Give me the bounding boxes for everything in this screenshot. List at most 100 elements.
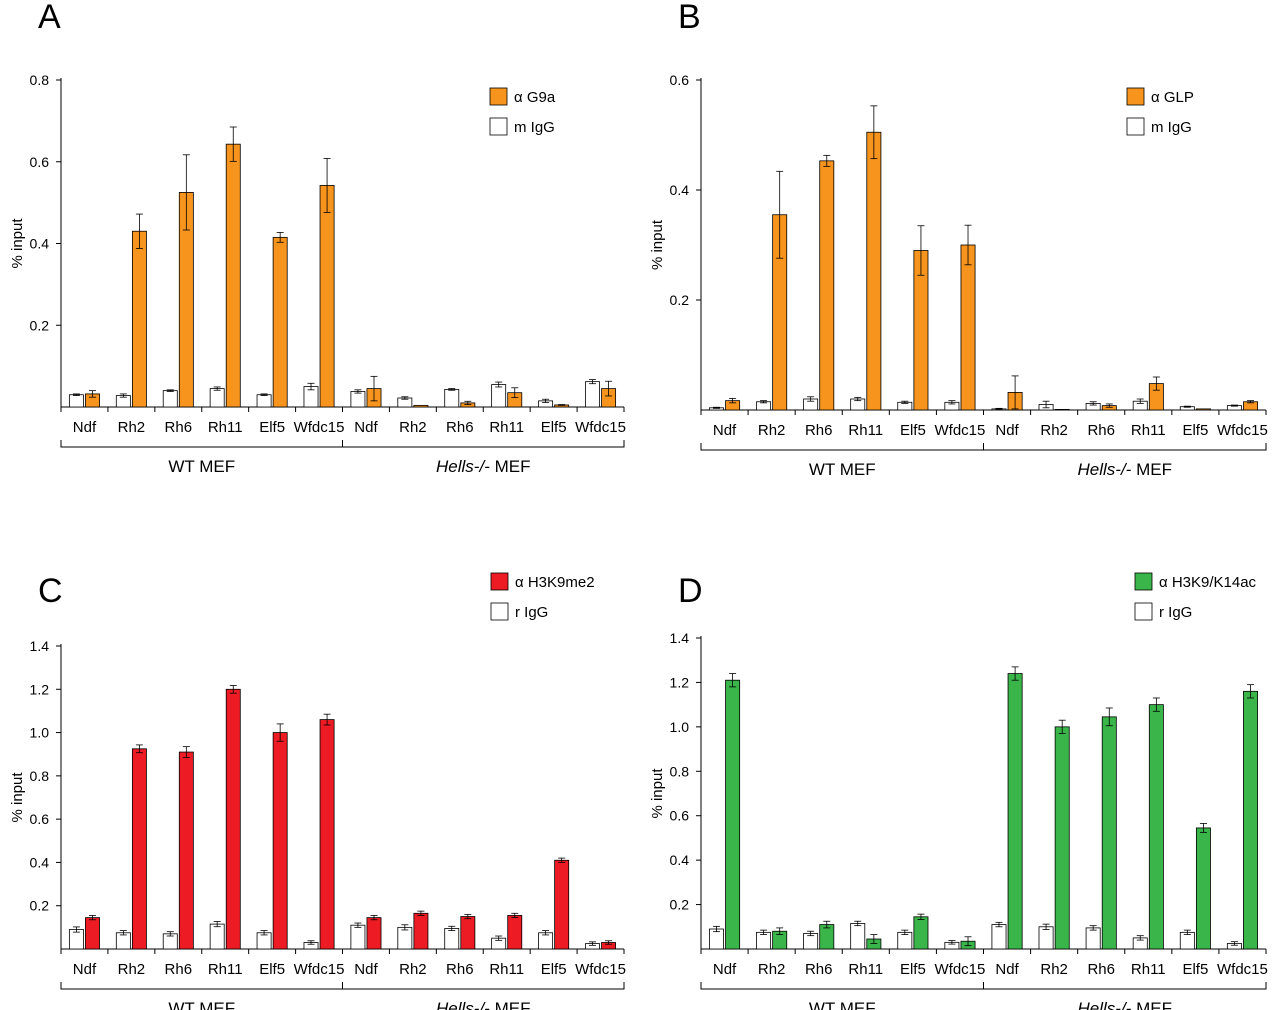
bar — [1148, 704, 1164, 950]
bar — [319, 185, 335, 408]
category-label: Ndf — [73, 961, 97, 978]
category-label: Rh11 — [208, 961, 243, 978]
legend-label: α GLP — [1151, 89, 1194, 106]
category-label: Elf5 — [900, 422, 926, 439]
y-tick-label: 0.6 — [30, 154, 50, 170]
category-label: Wfdc15 — [935, 422, 986, 439]
group-label-rest: MEF — [1131, 460, 1172, 479]
y-tick-label: 1.2 — [30, 681, 50, 697]
bar — [272, 732, 288, 950]
bar — [350, 924, 366, 950]
y-tick-label: 0.6 — [30, 811, 50, 827]
group-label: Hells-/- MEF — [436, 999, 530, 1010]
category-label: Rh6 — [1087, 422, 1115, 439]
category-label: Ndf — [995, 961, 1019, 978]
bar — [85, 917, 100, 950]
group-label: WT MEF — [168, 457, 235, 476]
group-label-rest: MEF — [1131, 999, 1172, 1010]
bar — [554, 859, 570, 950]
bar — [507, 915, 523, 950]
panel-d: D 0.2 0.4 0.6 0.8 1.0 1.2 1.4 % input Ndf Rh2 Rh6 Rh… — [649, 572, 1268, 1010]
bar — [1243, 690, 1258, 950]
group-bracket — [700, 443, 984, 451]
panel-letter: C — [38, 572, 63, 610]
group-label-italic: Hells-/- — [436, 457, 490, 476]
group-label: Hells-/- MEF — [436, 457, 530, 476]
category-label: Elf5 — [900, 961, 926, 978]
bar — [991, 924, 1007, 950]
bar — [413, 404, 429, 408]
y-tick-label: 1.0 — [30, 725, 50, 741]
bar — [68, 394, 84, 408]
y-tick-label: 0.2 — [30, 898, 50, 914]
bar — [819, 160, 835, 411]
category-label: Elf5 — [1182, 961, 1208, 978]
y-tick-label: 0.2 — [670, 897, 690, 913]
y-tick-label: 0.8 — [30, 72, 50, 88]
y-tick-label: 1.4 — [30, 638, 50, 654]
category-label: Rh11 — [489, 961, 524, 978]
bar — [209, 923, 225, 950]
category-label: Rh6 — [805, 961, 833, 978]
group-label-rest: MEF — [490, 999, 531, 1010]
bar — [1038, 926, 1054, 950]
category-label: Wfdc15 — [1217, 961, 1268, 978]
category-label: Ndf — [995, 422, 1019, 439]
group-label-italic: Hells-/- — [1078, 999, 1132, 1010]
group-label: WT MEF — [809, 999, 876, 1010]
bar — [413, 912, 429, 950]
panel-letter: B — [678, 0, 701, 36]
group-bracket — [60, 982, 343, 990]
legend-label: α H3K9/K14ac — [1159, 574, 1257, 591]
bar — [585, 381, 600, 408]
y-tick-label: 0.4 — [670, 182, 690, 198]
bar — [350, 391, 366, 408]
legend-swatch — [489, 117, 508, 136]
category-label: Rh2 — [758, 961, 786, 978]
category-label: Wfdc15 — [294, 419, 345, 436]
legend-swatch — [1126, 87, 1145, 106]
bar — [444, 389, 460, 408]
category-label: Ndf — [713, 961, 737, 978]
category-label: Ndf — [354, 961, 378, 978]
y-axis-label: % input — [9, 772, 26, 823]
category-label: Wfdc15 — [935, 961, 986, 978]
legend-label: r IgG — [515, 604, 548, 621]
y-tick-label: 0.6 — [670, 72, 690, 88]
y-tick-label: 0.4 — [30, 236, 50, 252]
category-label: Wfdc15 — [575, 961, 626, 978]
category-label: Wfdc15 — [294, 961, 345, 978]
bar — [1007, 673, 1023, 950]
bar — [178, 751, 194, 950]
panel-c: C 0.2 0.4 0.6 0.8 1.0 1.2 1.4 % input Ndf Rh2 Rh6 Rh… — [9, 572, 626, 1010]
category-label: Ndf — [73, 419, 97, 436]
legend-swatch — [490, 602, 509, 621]
legend-label: r IgG — [1159, 604, 1192, 621]
category-label: Wfdc15 — [1217, 422, 1268, 439]
bar — [1054, 408, 1070, 411]
group-label-italic: Hells-/- — [1078, 460, 1132, 479]
bar — [366, 917, 382, 950]
group-bracket — [60, 440, 343, 448]
legend-swatch — [489, 87, 508, 106]
category-label: Elf5 — [1182, 422, 1208, 439]
group-label-rest: MEF — [490, 457, 531, 476]
group-label: WT MEF — [168, 999, 235, 1010]
category-label: Rh6 — [165, 961, 193, 978]
bar — [319, 719, 335, 950]
bar — [225, 143, 241, 408]
y-axis-label: % input — [649, 219, 666, 270]
bar — [1101, 716, 1117, 950]
category-label: Elf5 — [541, 419, 567, 436]
bar — [866, 131, 882, 411]
category-label: Rh11 — [848, 961, 883, 978]
category-label: Ndf — [354, 419, 378, 436]
category-label: Rh6 — [165, 419, 193, 436]
category-label: Rh2 — [399, 419, 427, 436]
y-tick-label: 0.2 — [30, 317, 50, 333]
bar — [256, 394, 272, 408]
category-label: Rh2 — [399, 961, 427, 978]
group-bracket — [342, 440, 625, 448]
panel-a: A 0.2 0.4 0.6 0.8 % input Ndf Rh2 Rh6 Rh11 Elf5 Wfd… — [9, 0, 626, 476]
